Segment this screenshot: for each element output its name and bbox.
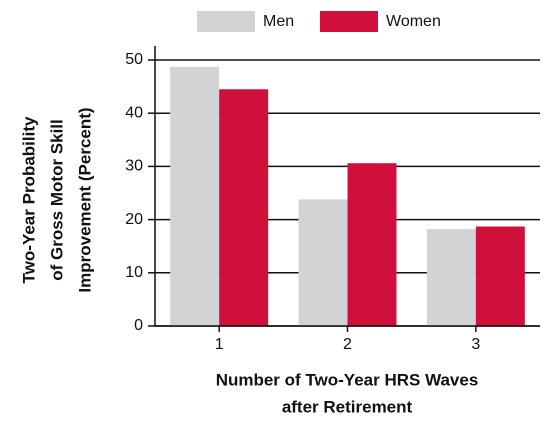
bar [347, 163, 397, 326]
y-tick-label: 20 [125, 211, 143, 228]
x-axis-label: after Retirement [282, 397, 413, 416]
bar [298, 199, 348, 326]
x-tick-label: 2 [343, 336, 352, 353]
y-tick-label: 40 [125, 104, 143, 121]
bar [426, 229, 476, 326]
legend-swatch [197, 11, 255, 32]
x-tick-label: 3 [471, 336, 480, 353]
y-tick-label: 30 [125, 158, 143, 175]
x-tick-label: 1 [215, 336, 224, 353]
bar [475, 226, 525, 326]
legend-label: Women [386, 13, 441, 30]
y-tick-label: 10 [125, 264, 143, 281]
y-axis-label: Improvement (Percent) [75, 107, 94, 292]
y-axis-label: of Gross Motor Skill [47, 119, 66, 281]
y-axis-label: Two-Year Probability [19, 116, 38, 283]
y-tick-label: 50 [125, 51, 143, 68]
legend-label: Men [263, 13, 294, 30]
y-tick-label: 0 [134, 317, 143, 334]
bar [170, 66, 220, 326]
x-axis-label: Number of Two-Year HRS Waves [216, 370, 479, 389]
legend-swatch [320, 11, 378, 32]
bar [219, 89, 269, 326]
